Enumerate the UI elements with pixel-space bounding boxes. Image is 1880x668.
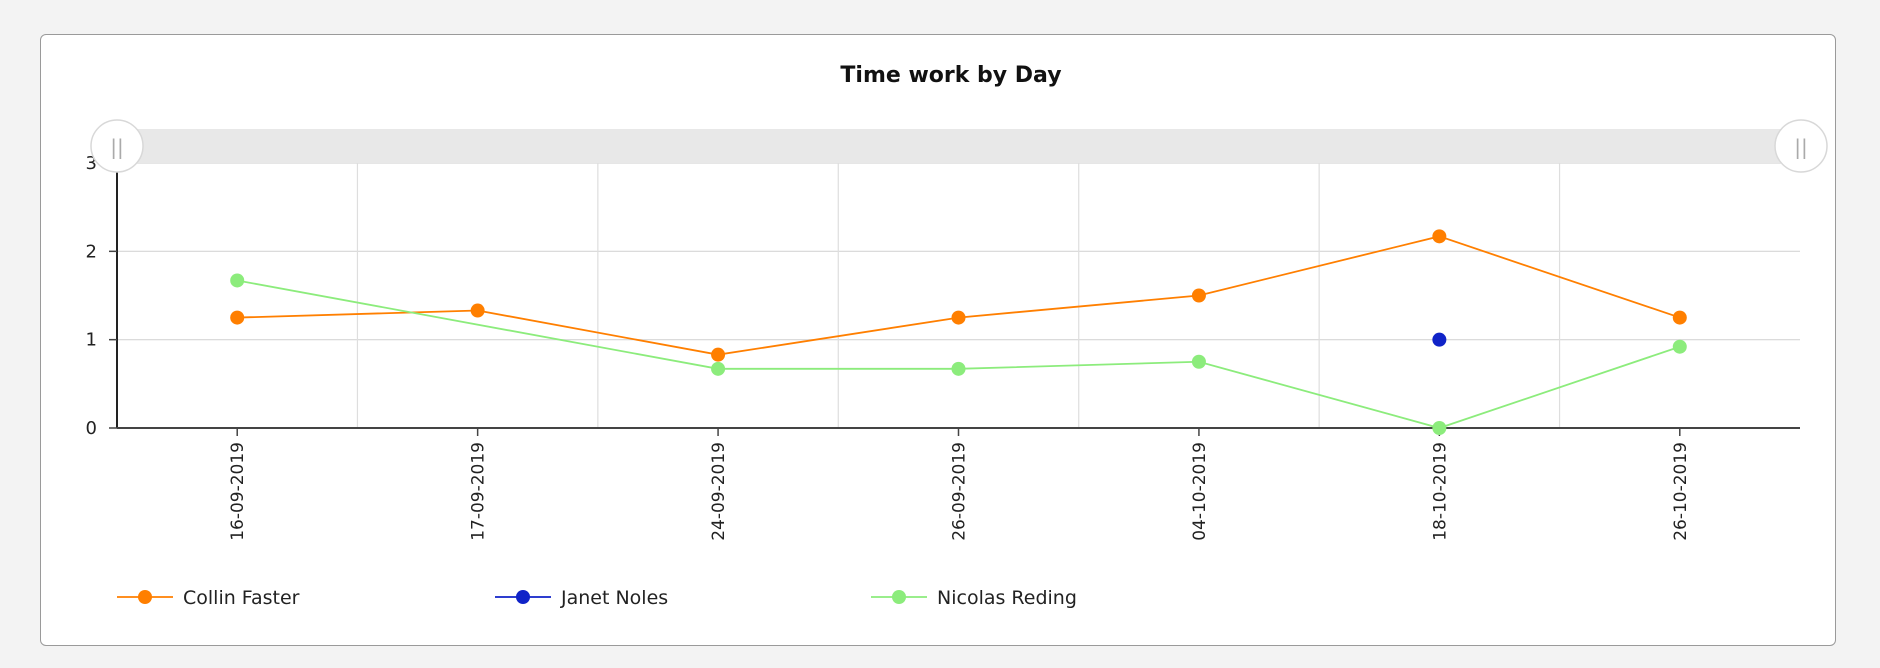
legend-label: Collin Faster [183, 587, 300, 609]
range-slider-right-handle[interactable]: || [1774, 119, 1828, 173]
x-tick-label: 04-10-2019 [1190, 442, 1210, 541]
x-tick-label: 26-10-2019 [1671, 442, 1691, 541]
handle-grip-icon: || [1794, 135, 1807, 159]
legend-marker [892, 590, 906, 604]
data-point [1191, 354, 1206, 369]
legend: Collin Faster Janet Noles Nicolas Reding [117, 587, 1077, 609]
series-line [237, 279, 1681, 429]
data-point [1432, 229, 1447, 244]
x-axis-ticks: 16-09-2019 17-09-2019 24-09-2019 26-09-2019… [228, 428, 1691, 541]
data-point [951, 361, 966, 376]
series-layer [230, 229, 1687, 435]
y-tick-label: 0 [86, 418, 97, 439]
handle-grip-icon: || [110, 135, 123, 159]
x-tick-label: 26-09-2019 [950, 442, 970, 541]
range-slider-track[interactable] [117, 129, 1800, 163]
gridlines [117, 162, 1800, 428]
x-tick-label: 17-09-2019 [469, 442, 489, 541]
data-point [470, 303, 485, 318]
range-slider-left-handle[interactable]: || [90, 119, 144, 173]
data-point [951, 310, 966, 325]
y-tick-label: 1 [86, 330, 97, 351]
data-point [230, 273, 245, 288]
data-point [230, 310, 245, 325]
y-axis-ticks: 0 1 2 3 [86, 153, 117, 439]
axes [116, 163, 1800, 429]
data-point [1672, 310, 1687, 325]
data-point [1432, 421, 1447, 435]
y-tick-label: 2 [86, 241, 97, 262]
y-tick-label: 3 [86, 153, 97, 174]
data-point [1672, 339, 1687, 354]
legend-item: Nicolas Reding [871, 587, 1077, 609]
data-point [1191, 288, 1206, 303]
legend-label: Nicolas Reding [937, 587, 1077, 609]
legend-marker [138, 590, 152, 604]
legend-item: Janet Noles [495, 587, 668, 609]
data-point [711, 361, 726, 376]
data-point [711, 347, 726, 362]
legend-item: Collin Faster [117, 587, 300, 609]
series-line [237, 235, 1681, 356]
x-tick-label: 24-09-2019 [709, 442, 729, 541]
data-point [1432, 332, 1447, 347]
legend-label: Janet Noles [560, 587, 668, 609]
x-tick-label: 16-09-2019 [228, 442, 248, 541]
legend-marker [516, 590, 530, 604]
chart-title: Time work by Day [840, 63, 1061, 88]
x-tick-label: 18-10-2019 [1430, 442, 1450, 541]
